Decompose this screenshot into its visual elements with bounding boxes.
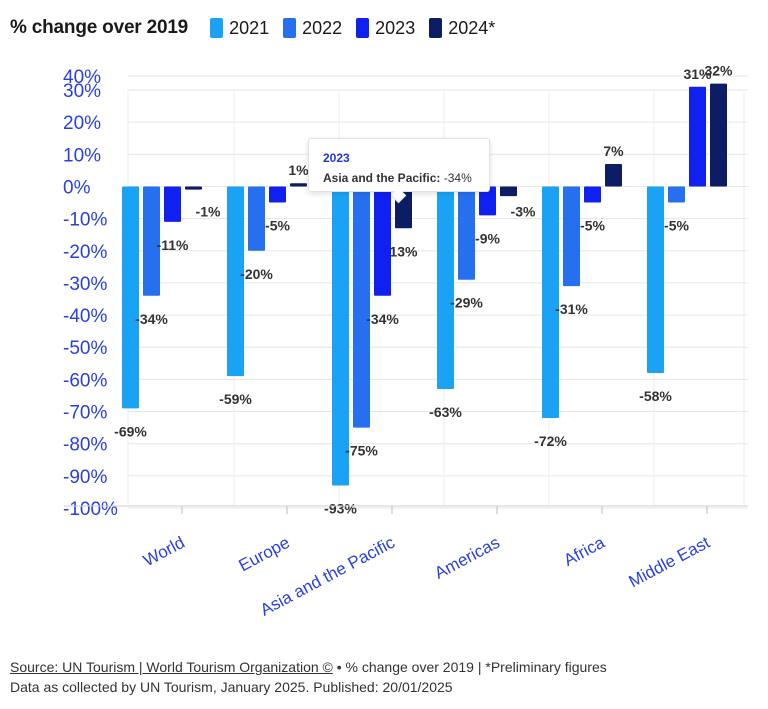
bar-2021-asia-and-the-pacific[interactable] bbox=[332, 186, 349, 486]
chart-header: % change over 2019 2021 2022 2023 2024* bbox=[10, 16, 509, 40]
data-label: -34% bbox=[366, 311, 399, 327]
bar-2022-africa[interactable] bbox=[563, 186, 580, 287]
tooltip-region: Asia and the Pacific: bbox=[323, 171, 441, 185]
data-label: -63% bbox=[429, 404, 462, 420]
bar-2024-africa[interactable] bbox=[605, 163, 622, 187]
data-label: -58% bbox=[639, 388, 672, 404]
data-label: -93% bbox=[324, 500, 357, 516]
bar-2024-middle-east[interactable] bbox=[710, 83, 727, 187]
y-tick-label: -70% bbox=[63, 403, 107, 424]
bar-2022-americas[interactable] bbox=[458, 186, 475, 280]
bar-2021-americas[interactable] bbox=[437, 186, 454, 390]
bar-2021-world[interactable] bbox=[122, 186, 139, 409]
data-label: 7% bbox=[603, 143, 624, 159]
data-label: 1% bbox=[288, 162, 309, 178]
data-label: -59% bbox=[219, 391, 252, 407]
data-label: -11% bbox=[157, 237, 189, 253]
data-label: -75% bbox=[345, 443, 378, 459]
y-tick-label: 30% bbox=[63, 81, 101, 102]
footer-note: • % change over 2019 | *Preliminary figu… bbox=[332, 659, 607, 675]
data-label: -69% bbox=[114, 423, 147, 439]
bar-2023-world[interactable] bbox=[164, 186, 181, 222]
bar-2021-europe[interactable] bbox=[227, 186, 244, 377]
y-tick-label: -80% bbox=[63, 435, 107, 456]
y-tick-label: -40% bbox=[63, 306, 107, 327]
data-label: 32% bbox=[704, 63, 733, 79]
legend-swatch-2024 bbox=[429, 18, 443, 38]
legend-item-2023[interactable]: 2023 bbox=[356, 18, 415, 39]
tooltip-year: 2023 bbox=[323, 151, 350, 165]
legend-label-2024: 2024* bbox=[448, 17, 496, 38]
y-tick-label: 40% bbox=[63, 67, 101, 88]
y-tick-label: 20% bbox=[63, 113, 101, 134]
legend-item-2021[interactable]: 2021 bbox=[210, 18, 269, 39]
x-tick-label-europe: Europe bbox=[236, 533, 293, 576]
data-label: -9% bbox=[475, 230, 500, 246]
y-tick-label: -30% bbox=[63, 274, 107, 295]
data-label: -29% bbox=[450, 295, 483, 311]
footer: Source: UN Tourism | World Tourism Organ… bbox=[10, 657, 607, 697]
bar-2022-middle-east[interactable] bbox=[668, 186, 685, 203]
legend-item-2022[interactable]: 2022 bbox=[283, 18, 342, 39]
footer-line-2: Data as collected by UN Tourism, January… bbox=[10, 679, 453, 695]
legend-label-2022: 2022 bbox=[302, 17, 343, 38]
bar-2021-africa[interactable] bbox=[542, 186, 559, 418]
bar-2022-world[interactable] bbox=[143, 186, 160, 296]
data-label: -5% bbox=[265, 218, 290, 234]
legend-item-2024[interactable]: 2024* bbox=[429, 18, 495, 39]
bar-2023-africa[interactable] bbox=[584, 186, 601, 203]
y-tick-label: -100% bbox=[63, 499, 118, 520]
bar-2023-europe[interactable] bbox=[269, 186, 286, 203]
y-tick-label: 10% bbox=[63, 145, 101, 166]
y-tick-label: -90% bbox=[63, 467, 107, 488]
data-label: -72% bbox=[534, 433, 567, 449]
bar-2024-americas[interactable] bbox=[500, 186, 517, 197]
x-tick-label-africa: Africa bbox=[561, 533, 609, 570]
legend-label-2023: 2023 bbox=[375, 17, 416, 38]
data-label: -1% bbox=[196, 203, 221, 219]
y-tick-label: -20% bbox=[63, 242, 107, 263]
bar-2023-asia-and-the-pacific[interactable] bbox=[374, 186, 391, 296]
data-label: -34% bbox=[135, 311, 168, 327]
footer-line-1: Source: UN Tourism | World Tourism Organ… bbox=[10, 657, 607, 677]
bar-2022-asia-and-the-pacific[interactable] bbox=[353, 186, 370, 428]
tooltip-value: -34% bbox=[443, 171, 472, 185]
data-label: -31% bbox=[555, 301, 588, 317]
source-link[interactable]: Source: UN Tourism | World Tourism Organ… bbox=[10, 659, 333, 675]
legend-swatch-2023 bbox=[356, 18, 370, 38]
data-label: -5% bbox=[580, 218, 605, 234]
data-labels: -69% -34% -11% -1% -59% -20% -5% 1% -93% -75% -34%… bbox=[114, 63, 733, 517]
x-tick-label-middle-east: Middle East bbox=[626, 533, 714, 592]
data-label: 13% bbox=[389, 243, 418, 259]
bars bbox=[122, 83, 727, 486]
bar-2023-middle-east[interactable] bbox=[689, 86, 706, 187]
bar-chart: 40%30% 20% 10% 0% -10% -20% -30% -40% -50% -60% -7… bbox=[63, 63, 748, 620]
bar-2024-europe[interactable] bbox=[290, 183, 307, 187]
legend-label-2021: 2021 bbox=[229, 17, 270, 38]
bar-2023-americas[interactable] bbox=[479, 186, 496, 216]
data-label: 31% bbox=[683, 66, 712, 82]
y-tick-label: 0% bbox=[63, 177, 91, 198]
data-label: -5% bbox=[664, 218, 689, 234]
tooltip: 2023 Asia and the Pacific: -34% bbox=[308, 138, 490, 204]
chart-title: % change over 2019 bbox=[10, 17, 189, 38]
tooltip-body: Asia and the Pacific: -34% bbox=[323, 171, 472, 185]
bar-2024-world[interactable] bbox=[185, 186, 202, 190]
bar-2022-europe[interactable] bbox=[248, 186, 265, 251]
y-tick-label: -50% bbox=[63, 338, 107, 359]
data-label: -3% bbox=[511, 203, 536, 219]
x-tick-label-americas: Americas bbox=[431, 533, 502, 583]
legend-swatch-2022 bbox=[283, 18, 297, 38]
data-label: -20% bbox=[240, 266, 273, 282]
legend-swatch-2021 bbox=[210, 18, 224, 38]
y-tick-label: -60% bbox=[63, 370, 107, 391]
bar-2021-middle-east[interactable] bbox=[647, 186, 664, 373]
y-tick-label: -10% bbox=[63, 210, 107, 231]
x-tick-label-world: World bbox=[140, 533, 188, 570]
y-axis-tick-labels: 40%30% 20% 10% 0% -10% -20% -30% -40% -50% -60% -7… bbox=[63, 67, 118, 520]
